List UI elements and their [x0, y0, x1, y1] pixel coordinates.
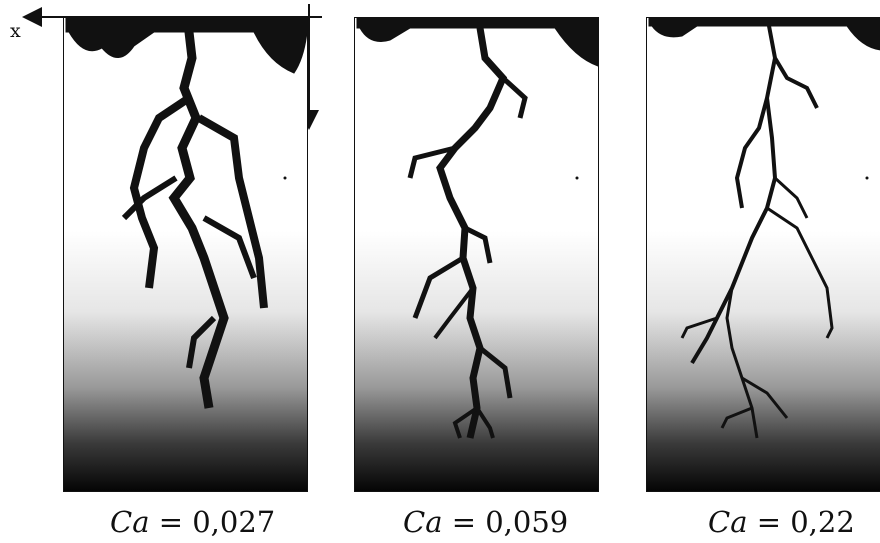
caption-variable: Ca [403, 505, 443, 539]
caption-variable: Ca [708, 505, 748, 539]
caption-value: 0,22 [790, 505, 855, 539]
caption-panel-1: Ca = 0,027 [110, 505, 275, 539]
caption-value: 0,059 [485, 505, 569, 539]
panel-3 [646, 17, 880, 492]
caption-value: 0,027 [192, 505, 276, 539]
panel-1 [63, 17, 308, 492]
caption-equals: = [158, 505, 193, 539]
fractal-pattern-2 [356, 18, 598, 439]
caption-panel-2: Ca = 0,059 [403, 505, 568, 539]
caption-variable: Ca [110, 505, 150, 539]
fractal-pattern-1 [65, 18, 307, 409]
caption-panel-3: Ca = 0,22 [708, 505, 855, 539]
caption-equals: = [756, 505, 791, 539]
fractal-pattern-3 [648, 18, 880, 439]
panel-2 [354, 17, 599, 492]
x-axis-label: x [10, 20, 21, 42]
caption-equals: = [451, 505, 486, 539]
